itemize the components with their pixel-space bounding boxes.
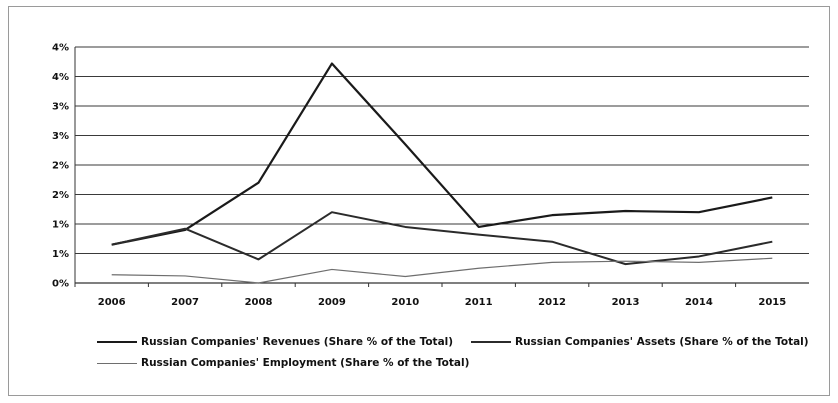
gridlines (75, 46, 809, 284)
y-tick-label: 4% (52, 72, 69, 83)
x-tick-label: 2009 (318, 297, 346, 308)
y-tick-label: 2% (52, 161, 69, 172)
y-tick-label: 0% (52, 279, 69, 290)
x-tick-label: 2006 (98, 297, 126, 308)
y-tick-label: 1% (52, 220, 69, 231)
x-tick-label: 2007 (171, 297, 199, 308)
legend-item-employment: Russian Companies' Employment (Share % o… (97, 357, 469, 369)
x-tick-label: 2008 (245, 297, 273, 308)
legend-label-revenues: Russian Companies' Revenues (Share % of … (141, 336, 454, 348)
y-tick-label: 3% (52, 102, 69, 113)
x-tick-label: 2014 (685, 297, 713, 308)
x-tick-label: 2012 (538, 297, 566, 308)
legend-swatch-assets (471, 341, 511, 343)
series-line-revenues (111, 62, 773, 246)
y-tick-label: 2% (52, 190, 69, 201)
y-tick-label: 4% (52, 43, 69, 54)
y-tick-label: 1% (52, 249, 69, 260)
legend-item-assets: Russian Companies' Assets (Share % of th… (471, 336, 809, 348)
legend-swatch-revenues (97, 341, 137, 343)
x-tick-label: 2013 (612, 297, 640, 308)
legend-label-employment: Russian Companies' Employment (Share % o… (141, 357, 470, 369)
line-chart: 0%1%1%2%2%3%3%4%4% 2006 2007 2008 2009 2010 2… (52, 43, 809, 308)
x-axis-ticks: 2006 2007 2008 2009 2010 2011 2012 2013 2014 2015 (74, 283, 786, 308)
series-lines (111, 62, 773, 284)
legend-item-revenues: Russian Companies' Revenues (Share % of … (97, 336, 453, 348)
y-tick-label: 3% (52, 131, 69, 142)
chart-frame: 0% 1% 1% 2% 2% 3% 3% 4% 4% 2006 2007 2008 2009 2010 2… (8, 6, 830, 396)
x-tick-label: 2015 (758, 297, 786, 308)
series-line-assets (111, 211, 773, 266)
y-axis-ticks: 0% 1% 1% 2% 2% 3% 3% 4% 4% (52, 43, 69, 290)
legend-label-assets: Russian Companies' Assets (Share % of th… (515, 336, 809, 348)
x-tick-label: 2011 (465, 297, 493, 308)
legend-swatch-employment (97, 362, 137, 364)
series-line-employment (111, 257, 773, 284)
x-tick-label: 2010 (391, 297, 419, 308)
